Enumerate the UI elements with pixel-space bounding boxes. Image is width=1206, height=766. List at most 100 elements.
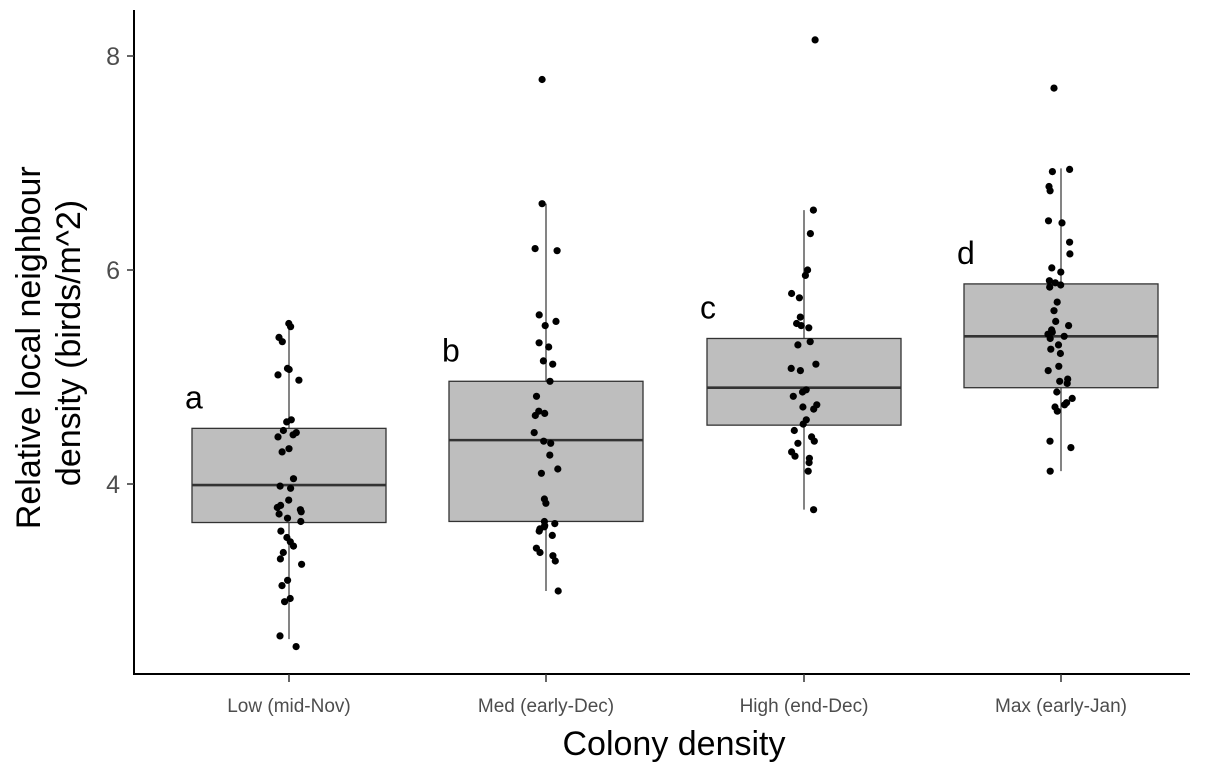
data-point xyxy=(812,360,820,368)
data-point xyxy=(278,582,286,590)
data-point xyxy=(279,548,287,557)
data-point xyxy=(798,388,807,396)
data-point xyxy=(536,548,544,557)
data-point xyxy=(274,371,282,379)
data-point xyxy=(287,323,295,331)
data-point xyxy=(548,531,556,540)
data-point xyxy=(1067,444,1075,452)
data-point xyxy=(297,508,305,516)
data-point xyxy=(788,289,796,298)
data-point xyxy=(553,247,561,255)
data-point xyxy=(546,451,554,459)
data-point xyxy=(547,439,555,447)
data-point xyxy=(810,506,818,514)
data-point xyxy=(541,409,549,417)
data-point xyxy=(1058,219,1066,227)
data-point xyxy=(1046,187,1054,195)
data-point xyxy=(551,520,559,528)
data-point xyxy=(1066,165,1074,173)
data-point xyxy=(285,496,293,504)
data-point xyxy=(531,411,539,420)
data-point xyxy=(297,517,305,526)
group-letter-b: b xyxy=(442,332,460,368)
data-point xyxy=(799,420,807,428)
data-point xyxy=(1050,84,1058,92)
data-point xyxy=(789,392,797,400)
data-point xyxy=(1048,264,1056,272)
data-point xyxy=(542,499,550,507)
data-point xyxy=(277,527,285,535)
x-tick-label: Med (early-Dec) xyxy=(478,696,614,717)
data-point xyxy=(535,527,543,535)
data-point xyxy=(545,343,553,351)
data-point xyxy=(276,555,284,563)
data-point xyxy=(289,475,298,483)
data-point xyxy=(537,469,546,477)
group-letters-layer: a b c d xyxy=(185,235,975,415)
data-point xyxy=(535,339,543,347)
data-point xyxy=(289,431,297,439)
box-1 xyxy=(191,427,387,524)
data-point xyxy=(554,587,562,595)
data-point xyxy=(1051,279,1059,287)
group-letter-c: c xyxy=(700,289,716,325)
y-axis-title: Relative local neighbour density (birds/… xyxy=(10,157,88,529)
data-point xyxy=(799,403,807,411)
data-point xyxy=(286,594,294,603)
data-point xyxy=(1053,388,1061,396)
data-point xyxy=(1055,362,1063,370)
data-point xyxy=(791,452,799,460)
data-point xyxy=(285,445,293,453)
data-point xyxy=(1056,349,1064,358)
x-tick-label: Low (mid-Nov) xyxy=(227,696,351,717)
data-point xyxy=(795,294,804,302)
data-point xyxy=(794,341,802,349)
data-point xyxy=(531,245,539,253)
group-letter-d: d xyxy=(957,235,975,271)
data-point xyxy=(1046,283,1054,291)
data-point xyxy=(1057,281,1065,289)
data-point xyxy=(787,364,795,372)
x-ticks-layer: Low (mid-Nov) Med (early-Dec) High (end-De… xyxy=(227,674,1127,717)
data-point xyxy=(281,598,289,606)
data-point xyxy=(809,206,818,214)
data-point xyxy=(1065,322,1073,330)
data-point xyxy=(292,643,300,651)
data-point xyxy=(1044,367,1052,375)
data-point xyxy=(275,510,283,518)
data-point xyxy=(1056,377,1064,385)
data-point xyxy=(539,357,548,365)
data-point xyxy=(538,75,546,84)
boxes-layer xyxy=(191,168,1159,640)
data-point xyxy=(806,230,815,238)
data-point xyxy=(1044,217,1053,225)
group-letter-a: a xyxy=(185,379,203,415)
x-tick-label: Max (early-Jan) xyxy=(995,696,1127,717)
data-point xyxy=(797,322,805,330)
x-axis-title: Colony density xyxy=(562,725,785,763)
data-point xyxy=(1054,341,1063,349)
data-point xyxy=(810,437,818,445)
data-point xyxy=(283,514,292,522)
data-point xyxy=(546,377,554,385)
data-point xyxy=(273,503,281,512)
y-ticks-layer: 4 6 8 xyxy=(106,43,134,499)
data-point xyxy=(801,271,810,279)
data-point xyxy=(1061,401,1069,409)
data-point xyxy=(298,560,306,568)
data-point xyxy=(806,338,814,346)
data-point xyxy=(1060,332,1068,340)
data-point xyxy=(551,557,559,565)
data-point xyxy=(278,338,286,346)
axes-layer xyxy=(133,10,1190,675)
data-point xyxy=(1063,379,1071,387)
box-3 xyxy=(706,337,902,426)
data-point xyxy=(283,418,291,426)
y-axis-title-line-2: density (birds/m^2) xyxy=(50,200,88,486)
data-point xyxy=(1057,268,1065,276)
data-point xyxy=(805,459,813,467)
data-point xyxy=(794,439,802,447)
data-point xyxy=(1066,238,1074,246)
